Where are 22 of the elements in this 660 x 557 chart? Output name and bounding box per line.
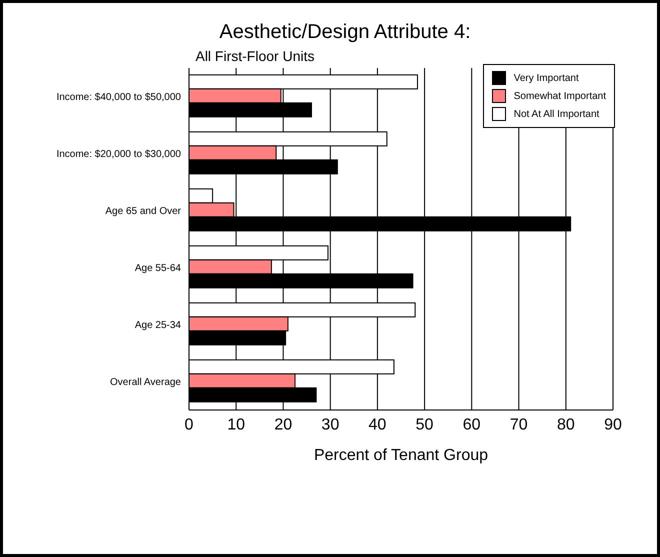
- legend-label: Somewhat Important: [512, 90, 606, 103]
- y-tick-label: Overall Average: [110, 377, 182, 388]
- y-tick-label: Income: $40,000 to $50,000: [56, 92, 182, 104]
- chart-title: Aesthetic/Design Attribute 4:: [218, 21, 472, 44]
- chart-subtitle: All First-Floor Units: [194, 48, 316, 64]
- x-tick-label: 30: [321, 416, 340, 434]
- x-tick-label: 70: [510, 416, 528, 434]
- x-tick-label: 80: [556, 416, 575, 434]
- y-tick-label: Age 65 and Over: [105, 206, 182, 218]
- x-tick-label: 10: [227, 416, 246, 434]
- x-tick-label: 90: [604, 416, 622, 434]
- x-axis-title: Percent of Tenant Group: [314, 447, 488, 464]
- x-tick-label: 0: [184, 416, 194, 434]
- legend-label: Not At All Important: [512, 108, 600, 121]
- y-tick-label: Age 25-34: [134, 320, 182, 332]
- y-tick-label: Age 55-64: [134, 263, 182, 274]
- x-tick-label: 40: [368, 416, 386, 434]
- legend-label: Very Important: [512, 72, 580, 85]
- x-tick-label: 20: [274, 416, 292, 434]
- x-tick-label: 50: [416, 416, 434, 434]
- x-tick-label: 60: [462, 416, 481, 434]
- y-tick-label: Income: $20,000 to $30,000: [56, 149, 182, 160]
